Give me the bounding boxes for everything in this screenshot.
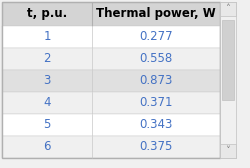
Bar — [2, 26, 220, 48]
Text: Thermal power, W: Thermal power, W — [96, 8, 216, 20]
Text: 2: 2 — [43, 52, 51, 66]
Text: ˄: ˄ — [226, 4, 230, 14]
Text: 0.371: 0.371 — [139, 96, 173, 110]
Text: 6: 6 — [43, 140, 51, 154]
Text: 1: 1 — [43, 31, 51, 44]
Bar — [2, 136, 220, 158]
Text: 0.277: 0.277 — [139, 31, 173, 44]
Bar — [2, 92, 220, 114]
Text: 0.558: 0.558 — [140, 52, 172, 66]
Text: 5: 5 — [43, 118, 51, 132]
Bar — [220, 2, 236, 16]
Bar — [222, 20, 234, 100]
Text: 0.873: 0.873 — [139, 74, 173, 88]
Text: 0.343: 0.343 — [139, 118, 173, 132]
Text: 4: 4 — [43, 96, 51, 110]
Bar — [2, 2, 220, 158]
Bar — [2, 114, 220, 136]
Text: ˅: ˅ — [226, 146, 230, 156]
Bar — [220, 144, 236, 158]
Bar — [2, 70, 220, 92]
Bar — [2, 2, 220, 26]
Text: 0.375: 0.375 — [139, 140, 173, 154]
Bar — [220, 2, 236, 158]
Bar — [2, 48, 220, 70]
Text: 3: 3 — [43, 74, 51, 88]
Text: t, p.u.: t, p.u. — [27, 8, 67, 20]
